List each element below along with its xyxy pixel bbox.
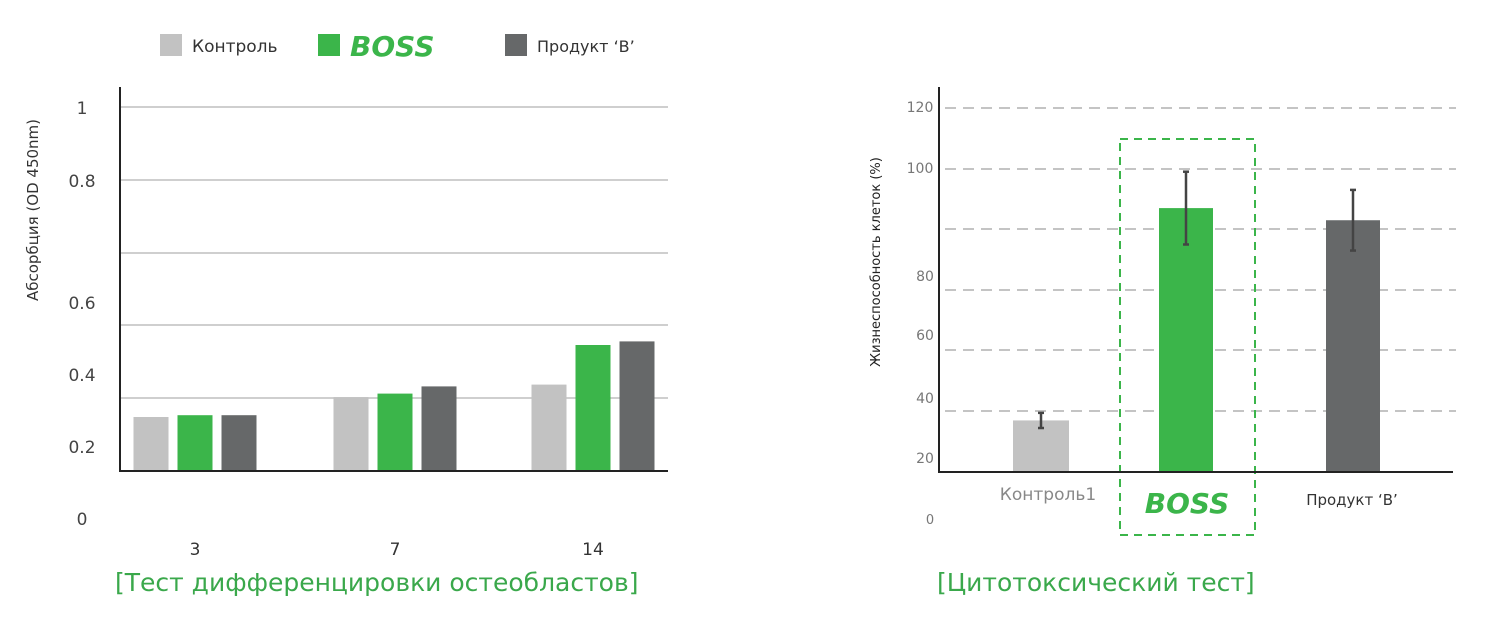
- y-tick-label: 1: [77, 99, 88, 119]
- left-x-labels: 3 7 14: [190, 540, 604, 560]
- y-tick-label: 0.4: [68, 366, 95, 386]
- y-tick-label: 0: [77, 510, 88, 530]
- bar-boss: [377, 393, 413, 471]
- left-y-axis-title: Абсорбция (OD 450nm): [24, 119, 42, 301]
- y-tick-label: 0.8: [68, 172, 95, 192]
- right-y-axis-title: Жизнеспособность клеток (%): [869, 157, 884, 367]
- legend-swatch-product-b: [505, 34, 527, 56]
- bar-boss: [177, 415, 213, 471]
- x-tick-boss-logo: BOSS: [1145, 487, 1229, 520]
- y-tick-label: 0.2: [68, 438, 95, 458]
- cytotoxicity-chart: 0 20 40 60 80 100 120 Жизнеспособность к…: [869, 87, 1456, 536]
- y-tick-label: 100: [907, 161, 934, 177]
- y-tick-label: 80: [916, 269, 934, 285]
- legend-swatch-control: [160, 34, 182, 56]
- bar-boss: [1159, 208, 1213, 472]
- bar-control: [133, 417, 169, 471]
- bar-product-b: [221, 415, 257, 471]
- left-legend: Контроль BOSS Продукт ‘B’: [160, 30, 635, 63]
- y-tick-label: 0.6: [68, 294, 95, 314]
- bar-control: [333, 397, 369, 471]
- legend-label-product-b: Продукт ‘B’: [537, 37, 635, 56]
- y-tick-label: 20: [916, 451, 934, 467]
- x-tick-label: 14: [582, 540, 604, 560]
- y-tick-label: 0: [926, 513, 934, 528]
- left-bars: [133, 341, 655, 471]
- left-chart-caption: [Тест дифференцировки остеобластов]: [115, 568, 639, 597]
- right-bars: [1013, 170, 1380, 472]
- bar-control: [531, 384, 567, 471]
- legend-swatch-boss: [318, 34, 340, 56]
- right-chart-caption: [Цитотоксический тест]: [937, 568, 1255, 597]
- legend-boss-logo: BOSS: [350, 30, 434, 63]
- bar-product-b: [619, 341, 655, 471]
- x-tick-label: 7: [390, 540, 401, 560]
- right-x-labels: Контроль1 BOSS Продукт ‘B’: [1000, 485, 1398, 520]
- y-tick-label: 40: [916, 391, 934, 407]
- bar-product-b: [421, 386, 457, 471]
- left-y-ticks: 0 0.2 0.4 0.6 0.8 1: [68, 99, 95, 530]
- y-tick-label: 120: [907, 100, 934, 116]
- x-tick-label: Контроль1: [1000, 485, 1096, 505]
- osteoblast-chart: Контроль BOSS Продукт ‘B’ 0 0.2 0.4 0.6 …: [24, 30, 668, 560]
- x-tick-label: Продукт ‘B’: [1306, 491, 1398, 509]
- legend-label-control: Контроль: [192, 37, 278, 57]
- bar-boss: [575, 345, 611, 471]
- right-y-ticks: 0 20 40 60 80 100 120: [907, 100, 935, 528]
- y-tick-label: 60: [916, 328, 934, 344]
- bar-product-b: [1326, 220, 1380, 472]
- x-tick-label: 3: [190, 540, 201, 560]
